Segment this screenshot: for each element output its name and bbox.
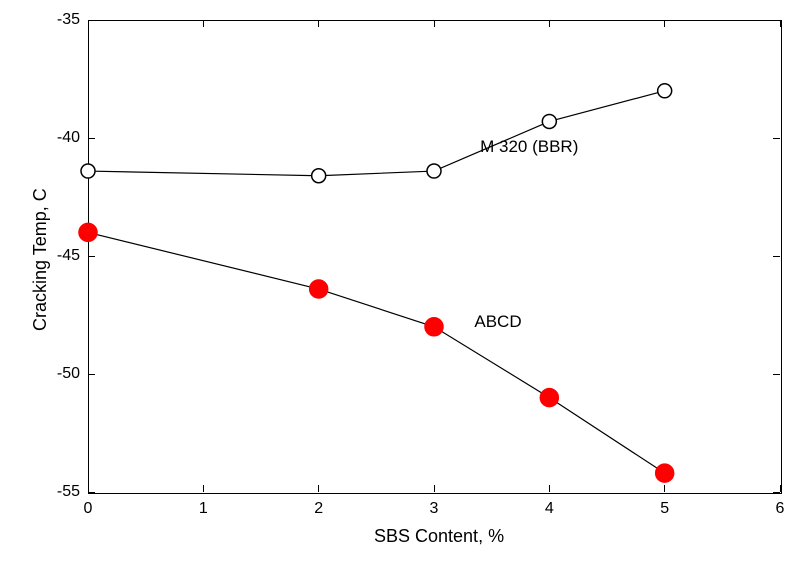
x-tick-label: 2 [314, 500, 323, 518]
y-tick-mark [88, 492, 95, 493]
x-tick-label: 6 [776, 500, 785, 518]
series-label-0: M 320 (BBR) [480, 137, 578, 157]
series-label-1: ABCD [474, 312, 521, 332]
plot-svg [0, 0, 812, 568]
chart-container: 0 1 2 3 4 5 6 -55 -50 -45 -40 -35 SBS Content, % Cr… [0, 0, 812, 568]
x-tick-label: 4 [545, 500, 554, 518]
series-marker-1 [425, 318, 443, 336]
x-tick-mark [203, 20, 204, 27]
y-tick-mark [773, 492, 780, 493]
x-tick-label: 5 [660, 500, 669, 518]
y-tick-mark [773, 256, 780, 257]
y-tick-label: -40 [48, 129, 80, 147]
series-line-1 [88, 232, 665, 473]
y-tick-mark [88, 256, 95, 257]
series-marker-1 [540, 389, 558, 407]
x-tick-mark [318, 20, 319, 27]
series-marker-1 [656, 464, 674, 482]
series-marker-0 [658, 84, 672, 98]
series-marker-0 [427, 164, 441, 178]
series-marker-0 [81, 164, 95, 178]
y-tick-mark [88, 138, 95, 139]
x-tick-mark [203, 485, 204, 492]
y-tick-mark [773, 20, 780, 21]
y-tick-label: -55 [48, 483, 80, 501]
x-tick-mark [434, 20, 435, 27]
x-axis-label: SBS Content, % [374, 526, 504, 547]
x-tick-label: 1 [199, 500, 208, 518]
x-tick-label: 0 [84, 500, 93, 518]
series-marker-1 [79, 223, 97, 241]
series-line-0 [88, 91, 665, 176]
x-tick-mark [664, 485, 665, 492]
x-tick-mark [88, 20, 89, 27]
x-tick-mark [434, 485, 435, 492]
x-tick-mark [549, 485, 550, 492]
x-tick-mark [780, 20, 781, 27]
y-tick-mark [773, 374, 780, 375]
y-tick-label: -50 [48, 365, 80, 383]
series-marker-0 [312, 169, 326, 183]
x-tick-label: 3 [430, 500, 439, 518]
y-tick-mark [88, 20, 95, 21]
series-marker-0 [542, 114, 556, 128]
x-tick-mark [318, 485, 319, 492]
x-tick-mark [549, 20, 550, 27]
series-marker-1 [310, 280, 328, 298]
y-tick-mark [773, 138, 780, 139]
y-tick-label: -45 [48, 247, 80, 265]
y-tick-mark [88, 374, 95, 375]
y-tick-label: -35 [48, 11, 80, 29]
x-tick-mark [664, 20, 665, 27]
y-axis-label: Cracking Temp, C [30, 188, 51, 331]
